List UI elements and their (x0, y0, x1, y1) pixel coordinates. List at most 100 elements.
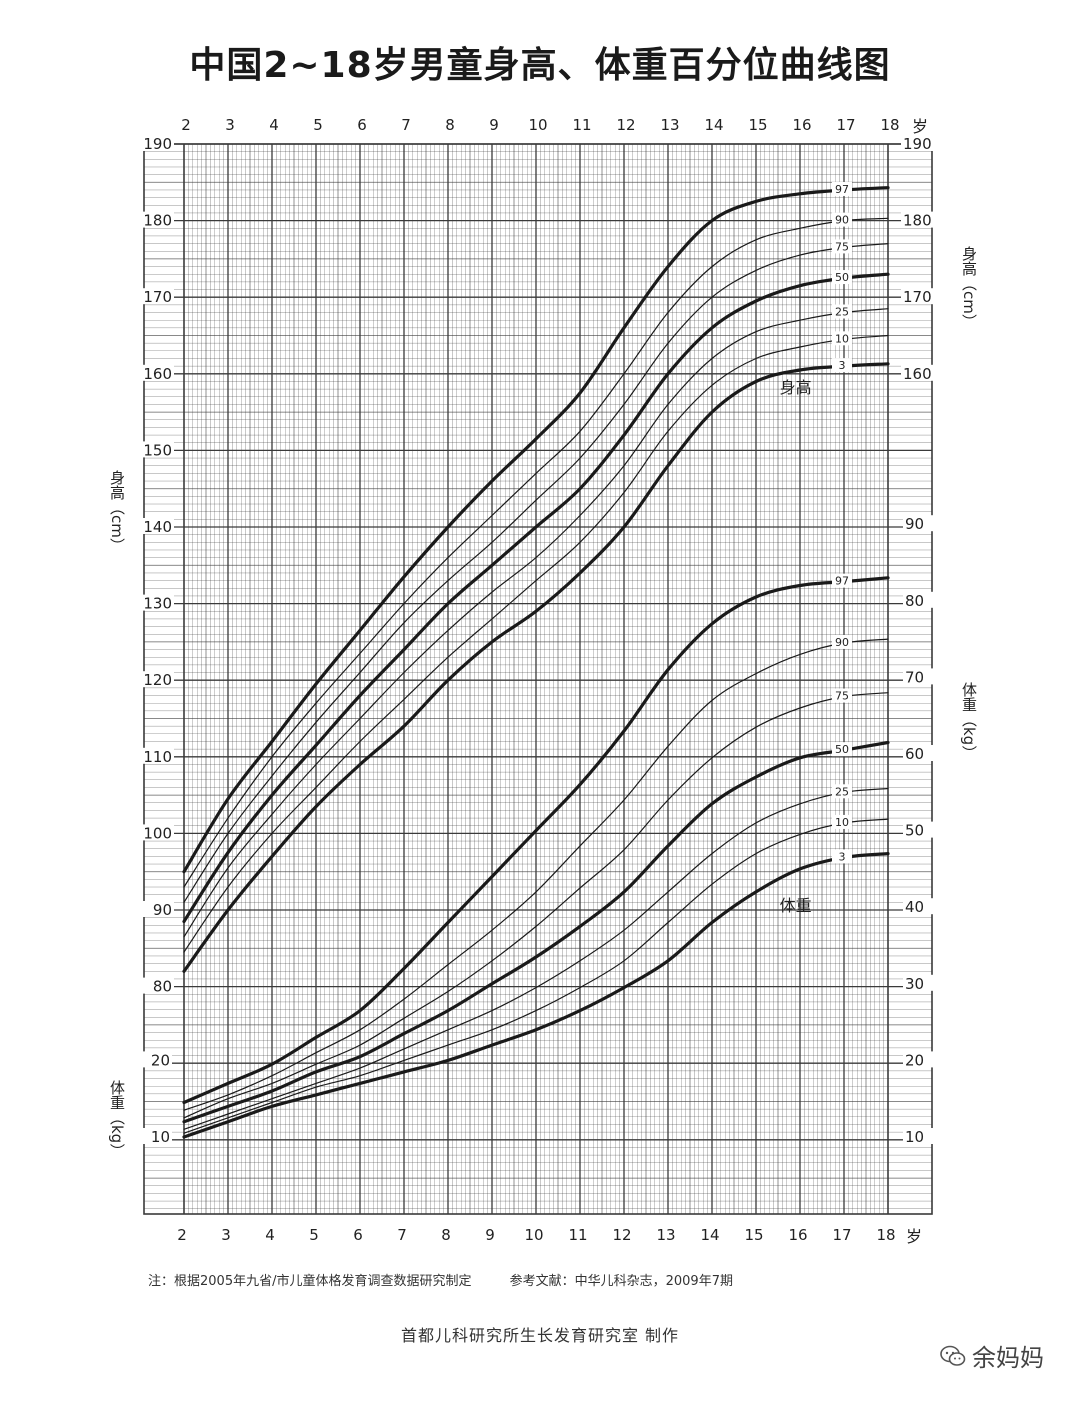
weight-tick-right: 60 (905, 745, 924, 763)
weight-label-bg-p3 (832, 849, 852, 864)
height-tick-right: 170 (903, 288, 932, 306)
height-label-bg-p90 (832, 212, 852, 227)
x-tick-bottom: 11 (568, 1226, 587, 1244)
height-tick-left-bg (142, 594, 174, 611)
weight-tick-left-bg (140, 1051, 172, 1068)
x-tick-bottom: 8 (441, 1226, 451, 1244)
left-height-axis-label: 身高（cm） (108, 470, 126, 553)
weight-curve-p25 (183, 787, 889, 1130)
x-tick-top: 3 (225, 116, 235, 134)
x-unit-top: 岁 (912, 117, 928, 136)
height-curve-p90 (183, 217, 889, 888)
height-tick-left-bg (142, 518, 174, 534)
height-curve-p97 (182, 186, 890, 874)
weight-tick-right-bg (903, 821, 935, 838)
weight-label-p3: 3 (839, 850, 846, 863)
height-tick-left-bg (142, 364, 174, 381)
weight-tick-right-bg (903, 1128, 935, 1144)
x-tick-bottom: 15 (744, 1226, 763, 1244)
height-tick-left: 100 (143, 824, 172, 842)
height-tick-left: 80 (153, 978, 172, 996)
weight-curve-p10 (183, 818, 889, 1134)
weight-label-p97: 97 (835, 575, 849, 588)
x-tick-bottom: 13 (656, 1226, 675, 1244)
weight-tick-right-bg (903, 974, 935, 991)
height-label-bg-p3 (832, 358, 852, 373)
height-region-label: 身高 (780, 378, 812, 397)
height-tick-left: 190 (143, 135, 172, 153)
weight-tick-right-bg (903, 745, 935, 761)
x-tick-top: 8 (445, 116, 455, 134)
footnote-reference: 参考文献：中华儿科杂志，2009年7期 (509, 1274, 733, 1289)
height-tick-right-bg (901, 288, 933, 305)
weight-label-p75: 75 (835, 690, 849, 703)
weight-tick-right: 40 (905, 898, 924, 916)
x-tick-bottom: 4 (265, 1226, 275, 1244)
height-label-p10: 10 (835, 332, 849, 345)
height-tick-right-bg (901, 211, 933, 228)
height-label-p90: 90 (835, 214, 849, 227)
watermark: 余妈妈 (940, 1338, 1044, 1373)
weight-label-p25: 25 (835, 785, 849, 798)
height-tick-left-bg (142, 977, 174, 994)
height-curve-p50 (182, 272, 890, 924)
percentile-curves (182, 186, 890, 1139)
percentile-labels: 3 10 25 50 75 90 97 3 10 25 50 75 90 97 (832, 181, 852, 864)
weight-tick-right: 80 (905, 592, 924, 610)
height-tick-left: 90 (153, 901, 172, 919)
height-label-p25: 25 (835, 306, 849, 319)
height-label-p97: 97 (835, 183, 849, 196)
x-tick-top: 18 (880, 116, 899, 134)
x-tick-bottom: 9 (485, 1226, 495, 1244)
x-tick-top: 2 (181, 116, 191, 134)
height-label-bg-p97 (832, 181, 852, 196)
height-tick-left: 160 (143, 365, 172, 383)
producer-credit: 首都儿科研究所生长发育研究室 制作 (400, 1326, 680, 1345)
x-tick-bottom: 10 (524, 1226, 543, 1244)
x-tick-bottom: 2 (177, 1226, 187, 1244)
weight-tick-left-bg (140, 1128, 172, 1144)
weight-tick-right: 30 (905, 975, 924, 993)
height-tick-left-bg (142, 747, 174, 764)
height-tick-left: 150 (143, 441, 172, 459)
x-tick-top: 17 (836, 116, 855, 134)
x-tick-top: 13 (660, 116, 679, 134)
weight-label-bg-p25 (832, 784, 852, 799)
x-tick-bottom: 6 (353, 1226, 363, 1244)
wechat-icon (940, 1345, 966, 1366)
height-tick-right: 180 (903, 212, 932, 230)
x-tick-top: 14 (704, 116, 723, 134)
height-label-bg-p10 (832, 331, 852, 346)
weight-tick-right-bg (903, 1051, 935, 1068)
height-curve-p10 (183, 334, 889, 953)
x-tick-top: 12 (616, 116, 635, 134)
weight-label-bg-p50 (832, 742, 852, 757)
weight-tick-right: 90 (905, 515, 924, 533)
height-tick-left: 140 (143, 518, 172, 536)
x-tick-bottom: 18 (876, 1226, 895, 1244)
height-tick-left-bg (142, 288, 174, 305)
weight-region-label: 体重 (780, 896, 812, 915)
x-tick-bottom: 5 (309, 1226, 319, 1244)
left-weight-axis-label: 体重（kg） (108, 1080, 126, 1159)
plot-border (143, 143, 933, 1215)
x-tick-top: 10 (528, 116, 547, 134)
weight-tick-right-bg (903, 591, 935, 608)
weight-label-bg-p90 (832, 634, 852, 649)
footnote: 注：根据2005年九省/市儿童体格发育调查数据研究制定 参考文献：中华儿科杂志，… (148, 1270, 733, 1289)
weight-label-p10: 10 (835, 816, 849, 829)
weight-tick-right-bg (903, 898, 935, 915)
height-tick-left-bg (142, 901, 174, 917)
weight-label-p50: 50 (835, 743, 849, 756)
grid (143, 143, 933, 1215)
height-label-bg-p75 (832, 239, 852, 254)
height-tick-left: 180 (143, 212, 172, 230)
x-tick-bottom: 3 (221, 1226, 231, 1244)
weight-label-bg-p10 (832, 814, 852, 829)
height-tick-right-bg (901, 135, 933, 151)
x-tick-bottom: 12 (612, 1226, 631, 1244)
height-tick-right: 190 (903, 135, 932, 153)
height-label-bg-p25 (832, 304, 852, 319)
weight-tick-right-bg (903, 668, 935, 685)
